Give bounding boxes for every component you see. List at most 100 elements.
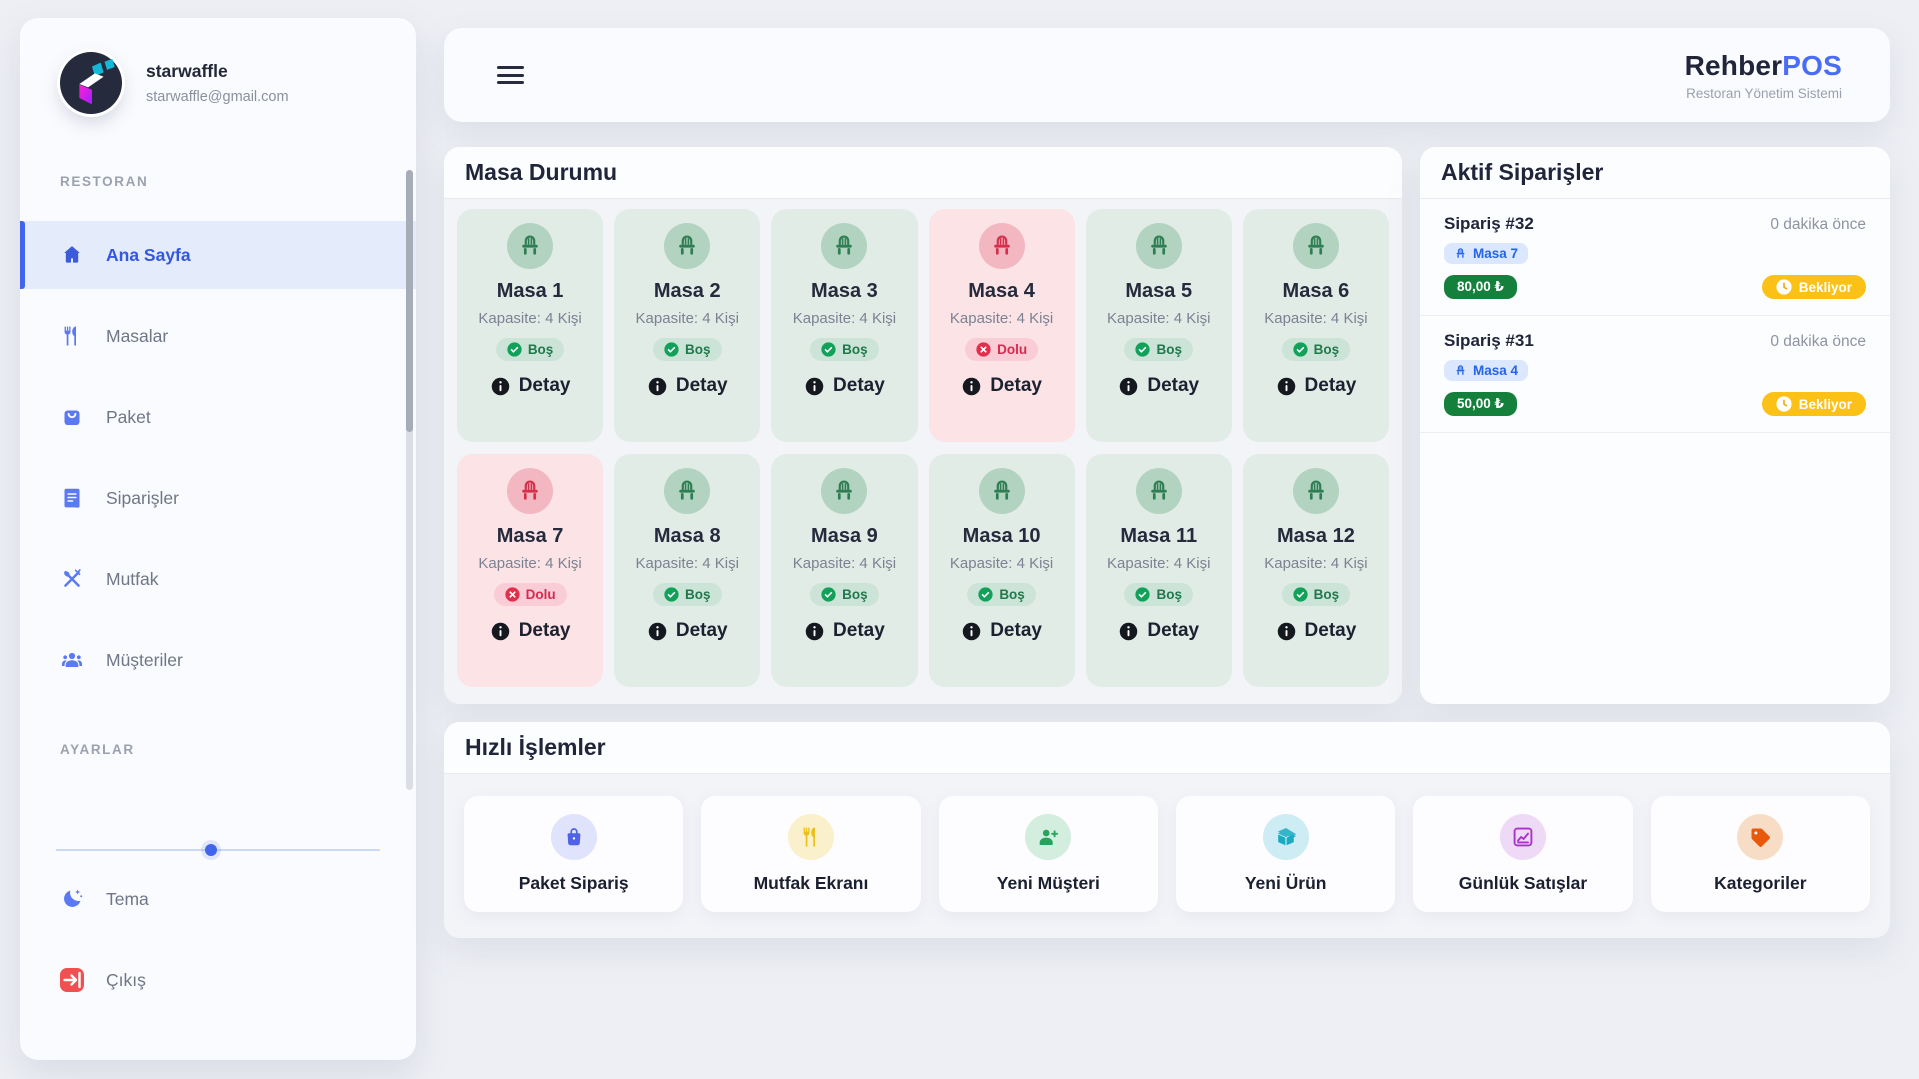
table-detail-button[interactable]: Detay	[804, 620, 885, 642]
table-status-badge: Boş	[1281, 338, 1351, 361]
sidebar-item-theme[interactable]: Tema	[20, 865, 416, 933]
sidebar-item-tables[interactable]: Masalar	[20, 302, 416, 370]
table-detail-button[interactable]: Detay	[961, 375, 1042, 397]
order-row[interactable]: Sipariş #32 0 dakika önce Masa 7 80,00 ₺…	[1420, 199, 1890, 316]
table-card[interactable]: Masa 5 Kapasite: 4 Kişi Boş Detay	[1085, 209, 1232, 442]
table-name: Masa 10	[962, 525, 1041, 547]
table-name: Masa 9	[811, 525, 878, 547]
table-card[interactable]: Masa 7 Kapasite: 4 Kişi Dolu Detay	[457, 454, 604, 687]
box-icon	[1262, 814, 1309, 860]
sidebar-item-customers[interactable]: Müşteriler	[20, 626, 416, 694]
table-detail-button[interactable]: Detay	[490, 375, 571, 397]
table-name: Masa 3	[811, 280, 878, 302]
logout-icon	[60, 968, 84, 992]
x-circle-icon	[505, 587, 520, 602]
table-detail-button[interactable]: Detay	[961, 620, 1042, 642]
table-detail-button[interactable]: Detay	[804, 375, 885, 397]
table-detail-button[interactable]: Detay	[1118, 620, 1199, 642]
table-name: Masa 11	[1120, 525, 1198, 547]
table-detail-button[interactable]: Detay	[490, 620, 570, 642]
table-capacity: Kapasite: 4 Kişi	[1264, 555, 1368, 572]
order-row[interactable]: Sipariş #31 0 dakika önce Masa 4 50,00 ₺…	[1420, 316, 1890, 433]
info-icon	[1118, 621, 1139, 642]
slider-handle[interactable]	[205, 844, 218, 856]
chair-icon	[1135, 223, 1182, 269]
scrollbar-thumb[interactable]	[406, 170, 413, 432]
quick-action-new-product[interactable]: Yeni Ürün	[1175, 796, 1396, 912]
quick-action-kitchen-screen[interactable]: Mutfak Ekranı	[701, 796, 921, 912]
table-capacity: Kapasite: 4 Kişi	[635, 555, 739, 572]
table-detail-label: Detay	[1304, 375, 1357, 396]
table-card[interactable]: Masa 9 Kapasite: 4 Kişi Boş Detay	[771, 454, 918, 687]
table-card[interactable]: Masa 2 Kapasite: 4 Kişi Boş Detay	[614, 209, 761, 442]
info-icon	[804, 621, 825, 642]
check-circle-icon	[1135, 587, 1150, 602]
sidebar-item-label: Çıkış	[106, 969, 146, 990]
order-table-label: Masa 7	[1473, 246, 1519, 261]
table-status-label: Boş	[527, 342, 554, 357]
table-detail-button[interactable]: Detay	[1276, 620, 1356, 642]
tables-panel-title: Masa Durumu	[465, 159, 618, 185]
info-icon	[490, 376, 511, 397]
check-circle-icon	[821, 587, 836, 602]
quick-action-categories[interactable]: Kategoriler	[1650, 796, 1870, 912]
info-icon	[647, 621, 668, 642]
avatar	[60, 52, 122, 114]
table-status-badge: Boş	[967, 583, 1036, 606]
table-card[interactable]: Masa 8 Kapasite: 4 Kişi Boş Detay	[614, 454, 761, 687]
check-circle-icon	[1293, 587, 1308, 602]
table-card[interactable]: Masa 12 Kapasite: 4 Kişi Boş Detay	[1242, 454, 1389, 687]
tag-icon	[1737, 814, 1784, 860]
table-card[interactable]: Masa 4 Kapasite: 4 Kişi Dolu Detay	[928, 209, 1075, 442]
chair-icon	[821, 223, 868, 269]
table-capacity: Kapasite: 4 Kişi	[792, 310, 897, 327]
sidebar-item-package[interactable]: Paket	[20, 383, 416, 451]
table-detail-label: Detay	[675, 375, 728, 396]
order-id: Sipariş #31	[1444, 331, 1534, 350]
sidebar-item-home[interactable]: Ana Sayfa	[20, 221, 416, 289]
chair-icon	[821, 468, 868, 514]
brand-subtitle: Restoran Yönetim Sistemi	[1686, 85, 1842, 101]
table-capacity: Kapasite: 4 Kişi	[949, 555, 1054, 572]
table-detail-label: Detay	[518, 375, 571, 396]
utensils-icon	[60, 324, 84, 348]
sidebar-item-kitchen[interactable]: Mutfak	[20, 545, 416, 613]
quick-action-new-customer[interactable]: Yeni Müşteri	[938, 796, 1158, 912]
table-card[interactable]: Masa 1 Kapasite: 4 Kişi Boş Detay	[457, 209, 604, 442]
table-detail-button[interactable]: Detay	[1276, 375, 1357, 397]
chair-icon	[507, 468, 554, 514]
brand-title-primary: Rehber	[1684, 49, 1783, 81]
quick-actions-header: Hızlı İşlemler	[444, 722, 1890, 774]
table-card[interactable]: Masa 10 Kapasite: 4 Kişi Boş Detay	[928, 454, 1075, 687]
quick-action-daily-sales[interactable]: Günlük Satışlar	[1413, 796, 1633, 912]
table-detail-button[interactable]: Detay	[1118, 375, 1199, 397]
table-detail-label: Detay	[675, 620, 728, 641]
chair-icon	[1292, 468, 1339, 514]
table-detail-button[interactable]: Detay	[647, 620, 728, 642]
sidebar-item-logout[interactable]: Çıkış	[20, 946, 416, 1014]
info-icon	[804, 376, 825, 397]
menu-toggle-button[interactable]	[497, 62, 524, 89]
order-status-badge: Bekliyor	[1761, 392, 1866, 416]
info-icon	[1118, 376, 1139, 397]
quick-action-package-order[interactable]: Paket Sipariş	[464, 796, 684, 912]
info-icon	[1276, 376, 1297, 397]
order-time: 0 dakika önce	[1770, 216, 1866, 233]
info-icon	[490, 621, 511, 642]
sidebar-item-orders[interactable]: Siparişler	[20, 464, 416, 532]
table-status-label: Boş	[1156, 587, 1182, 602]
receipt-icon	[60, 486, 84, 510]
table-detail-button[interactable]: Detay	[647, 375, 728, 397]
sidebar-item-label: Ana Sayfa	[106, 244, 191, 265]
table-card[interactable]: Masa 6 Kapasite: 4 Kişi Boş Detay	[1242, 209, 1389, 442]
chair-icon	[978, 223, 1025, 269]
orders-panel-header: Aktif Siparişler	[1420, 147, 1890, 199]
table-card[interactable]: Masa 3 Kapasite: 4 Kişi Boş Detay	[771, 209, 918, 442]
chair-icon	[664, 223, 711, 269]
topbar: RehberPOS Restoran Yönetim Sistemi	[444, 28, 1890, 122]
table-status-badge: Boş	[1281, 583, 1351, 606]
moon-stars-icon	[60, 887, 84, 911]
bag-icon	[550, 814, 597, 860]
table-card[interactable]: Masa 11 Kapasite: 4 Kişi Boş Detay	[1085, 454, 1232, 687]
